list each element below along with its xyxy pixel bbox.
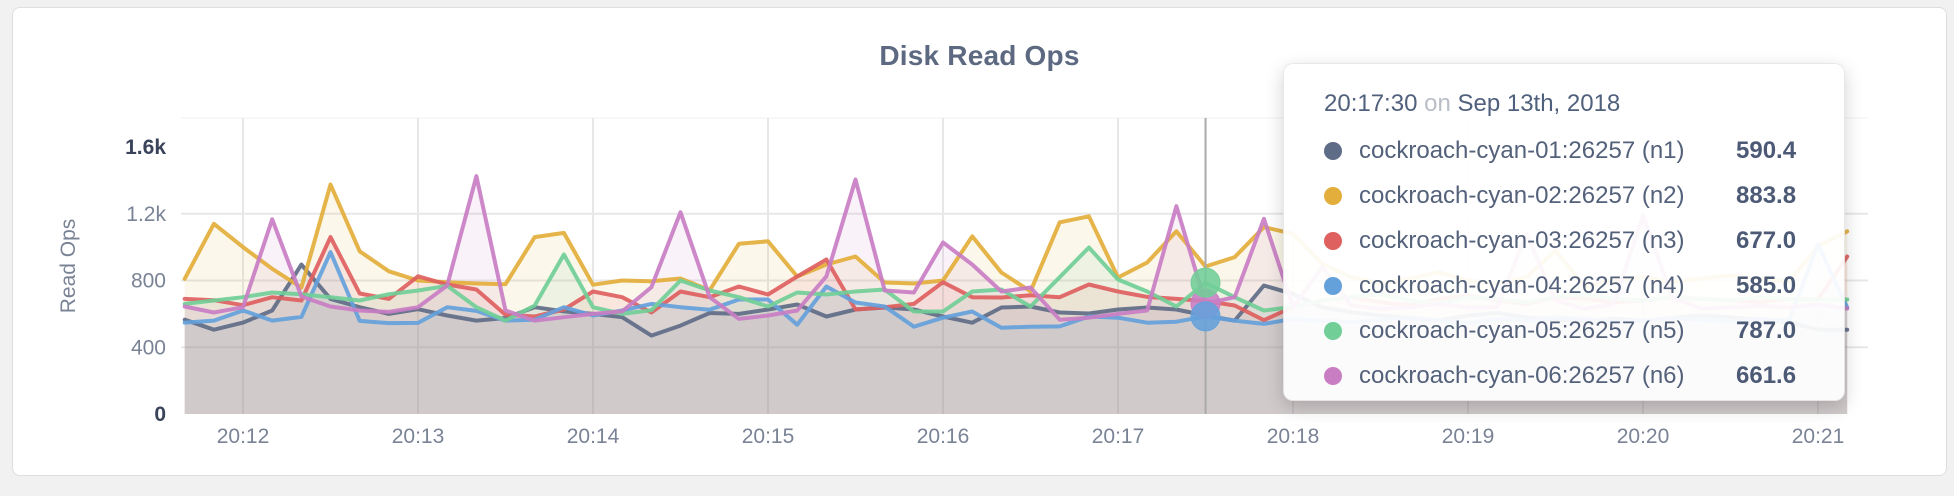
series-color-dot bbox=[1324, 366, 1342, 385]
x-tick-label: 20:12 bbox=[217, 425, 270, 448]
x-tick-label: 20:18 bbox=[1267, 425, 1320, 448]
y-tick-label: 1.6k bbox=[125, 136, 166, 159]
series-color-dot bbox=[1324, 231, 1342, 250]
tooltip-row: cockroach-cyan-01:26257 (n1) 590.4 bbox=[1324, 128, 1844, 173]
tooltip-row: cockroach-cyan-06:26257 (n6) 661.6 bbox=[1324, 353, 1844, 398]
tooltip-series-label: cockroach-cyan-03:26257 (n3) bbox=[1359, 226, 1685, 254]
x-tick-label: 20:17 bbox=[1092, 425, 1145, 448]
y-axis-label: Read Ops bbox=[57, 219, 80, 314]
tooltip-row: cockroach-cyan-03:26257 (n3) 677.0 bbox=[1324, 218, 1844, 263]
y-tick-label: 0 bbox=[154, 403, 166, 426]
tooltip-date: Sep 13th, 2018 bbox=[1457, 90, 1621, 117]
y-tick-label: 800 bbox=[131, 270, 166, 293]
tooltip-series-value: 661.6 bbox=[1736, 361, 1797, 389]
tooltip-series-label: cockroach-cyan-02:26257 (n2) bbox=[1359, 181, 1685, 209]
x-tick-label: 20:15 bbox=[742, 425, 795, 448]
x-tick-label: 20:19 bbox=[1442, 425, 1495, 448]
tooltip-series-label: cockroach-cyan-05:26257 (n5) bbox=[1359, 316, 1685, 344]
x-tick-label: 20:16 bbox=[917, 425, 970, 448]
chart-title: Disk Read Ops bbox=[879, 40, 1080, 71]
tooltip-series-value: 883.8 bbox=[1736, 181, 1797, 209]
metric-card: Disk Read Ops 1.6k 1.2k 800 400 0 20:12 20:13 2… bbox=[12, 7, 1947, 476]
x-tick-label: 20:20 bbox=[1617, 425, 1670, 448]
tooltip-rows: cockroach-cyan-01:26257 (n1) 590.4 cockroa… bbox=[1324, 128, 1844, 398]
series-color-dot bbox=[1324, 276, 1342, 295]
hover-dot bbox=[1190, 301, 1221, 332]
series-color-dot bbox=[1324, 186, 1342, 205]
tooltip-series-value: 590.4 bbox=[1736, 136, 1797, 164]
tooltip-series-value: 787.0 bbox=[1736, 316, 1797, 344]
y-tick-label: 400 bbox=[131, 336, 166, 359]
tooltip-timestamp: 20:17:30 on Sep 13th, 2018 bbox=[1324, 90, 1844, 118]
x-tick-label: 20:21 bbox=[1792, 425, 1845, 448]
tooltip-row: cockroach-cyan-04:26257 (n4) 585.0 bbox=[1324, 263, 1844, 308]
tooltip-series-label: cockroach-cyan-06:26257 (n6) bbox=[1359, 361, 1685, 389]
tooltip-row: cockroach-cyan-02:26257 (n2) 883.8 bbox=[1324, 173, 1844, 218]
y-tick-label: 1.2k bbox=[126, 203, 166, 226]
tooltip-row: cockroach-cyan-05:26257 (n5) 787.0 bbox=[1324, 308, 1844, 353]
series-color-dot bbox=[1324, 321, 1342, 340]
tooltip-series-label: cockroach-cyan-01:26257 (n1) bbox=[1359, 136, 1685, 164]
tooltip-series-label: cockroach-cyan-04:26257 (n4) bbox=[1359, 271, 1685, 299]
tooltip-series-value: 677.0 bbox=[1736, 226, 1797, 254]
hover-dot bbox=[1190, 267, 1221, 298]
tooltip-separator: on bbox=[1424, 90, 1451, 117]
series-color-dot bbox=[1324, 141, 1342, 160]
x-tick-label: 20:13 bbox=[392, 425, 445, 448]
tooltip-time: 20:17:30 bbox=[1324, 90, 1418, 117]
x-tick-label: 20:14 bbox=[567, 425, 620, 448]
tooltip-series-value: 585.0 bbox=[1736, 271, 1797, 299]
chart-tooltip: 20:17:30 on Sep 13th, 2018 cockroach-cya… bbox=[1283, 63, 1845, 401]
